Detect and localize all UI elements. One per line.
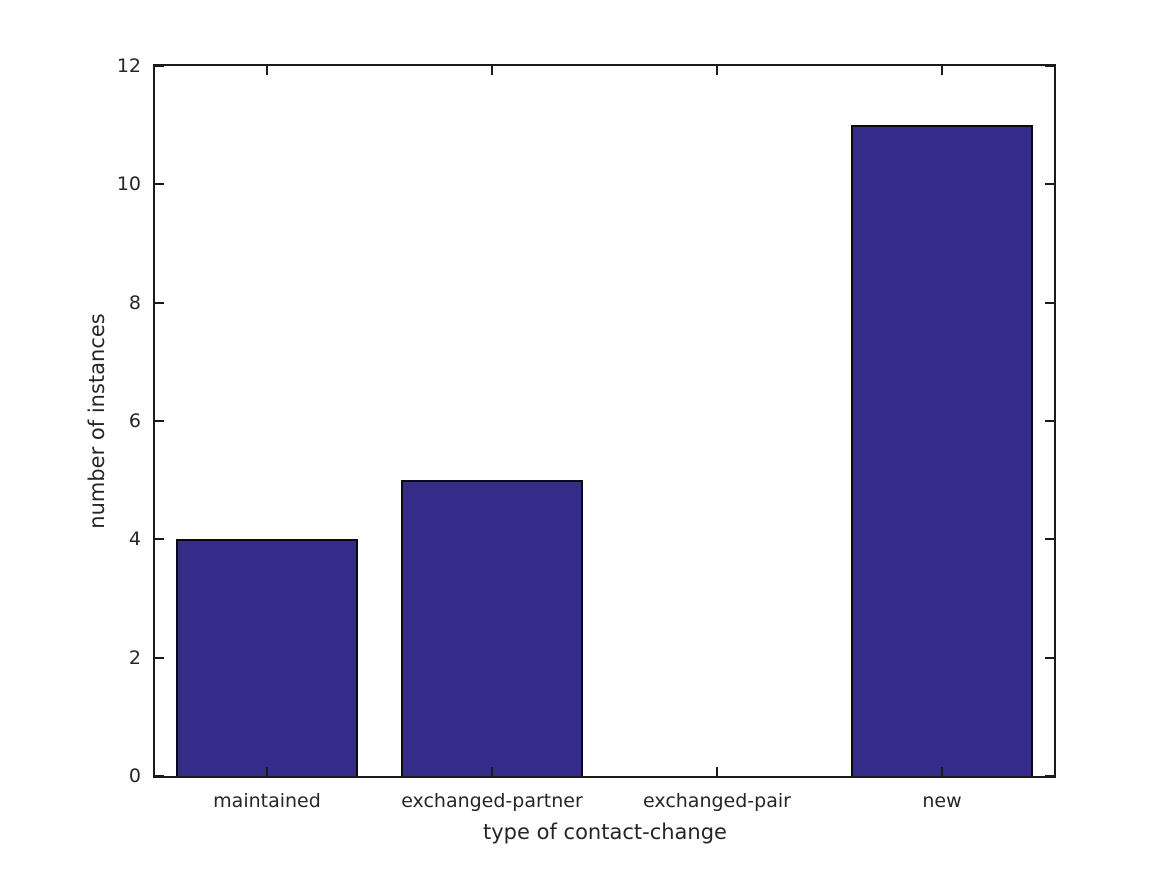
x-tick-mark-bottom-maintained: [266, 767, 268, 776]
y-tick-label-2: 2: [128, 647, 141, 669]
y-tick-label-12: 12: [116, 55, 141, 77]
y-tick-mark-left-10: [155, 183, 164, 185]
x-tick-label-new: new: [922, 790, 962, 812]
y-tick-mark-left-8: [155, 302, 164, 304]
y-tick-mark-right-10: [1045, 183, 1054, 185]
x-tick-mark-top-exchanged-partner: [491, 66, 493, 75]
y-tick-label-0: 0: [128, 765, 141, 787]
x-axis-label: type of contact-change: [483, 820, 727, 844]
y-tick-mark-right-2: [1045, 657, 1054, 659]
x-tick-mark-top-exchanged-pair: [716, 66, 718, 75]
y-tick-label-4: 4: [128, 528, 141, 550]
x-tick-mark-bottom-exchanged-partner: [491, 767, 493, 776]
y-tick-mark-right-6: [1045, 420, 1054, 422]
bar-new: [851, 125, 1033, 776]
x-tick-mark-top-maintained: [266, 66, 268, 75]
y-tick-mark-right-12: [1045, 65, 1054, 67]
y-tick-mark-left-12: [155, 65, 164, 67]
x-tick-mark-bottom-exchanged-pair: [716, 767, 718, 776]
y-tick-mark-left-6: [155, 420, 164, 422]
plot-area: [153, 64, 1056, 778]
y-tick-label-6: 6: [128, 410, 141, 432]
y-tick-mark-left-2: [155, 657, 164, 659]
y-tick-mark-right-0: [1045, 775, 1054, 777]
y-tick-label-10: 10: [116, 173, 141, 195]
x-tick-label-exchanged-pair: exchanged-pair: [643, 790, 791, 812]
y-tick-label-8: 8: [128, 292, 141, 314]
x-tick-label-maintained: maintained: [213, 790, 321, 812]
x-tick-mark-top-new: [941, 66, 943, 75]
bar-maintained: [176, 539, 358, 776]
y-tick-mark-left-4: [155, 538, 164, 540]
y-tick-mark-right-4: [1045, 538, 1054, 540]
x-tick-label-exchanged-partner: exchanged-partner: [401, 790, 583, 812]
bar-exchanged-partner: [401, 480, 583, 776]
x-tick-mark-bottom-new: [941, 767, 943, 776]
y-tick-mark-left-0: [155, 775, 164, 777]
y-tick-mark-right-8: [1045, 302, 1054, 304]
